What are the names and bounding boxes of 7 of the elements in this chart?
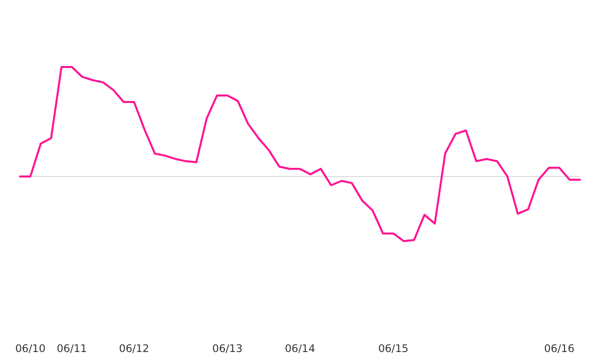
x-tick-label: 06/12	[118, 343, 150, 355]
x-tick-label: 06/16	[544, 343, 575, 355]
x-tick-label: 06/11	[56, 343, 87, 355]
x-tick-label: 06/10	[15, 343, 46, 355]
x-tick-label: 06/13	[212, 343, 243, 355]
x-tick-label: 06/15	[378, 343, 408, 355]
x-tick-label: 06/14	[284, 343, 316, 355]
